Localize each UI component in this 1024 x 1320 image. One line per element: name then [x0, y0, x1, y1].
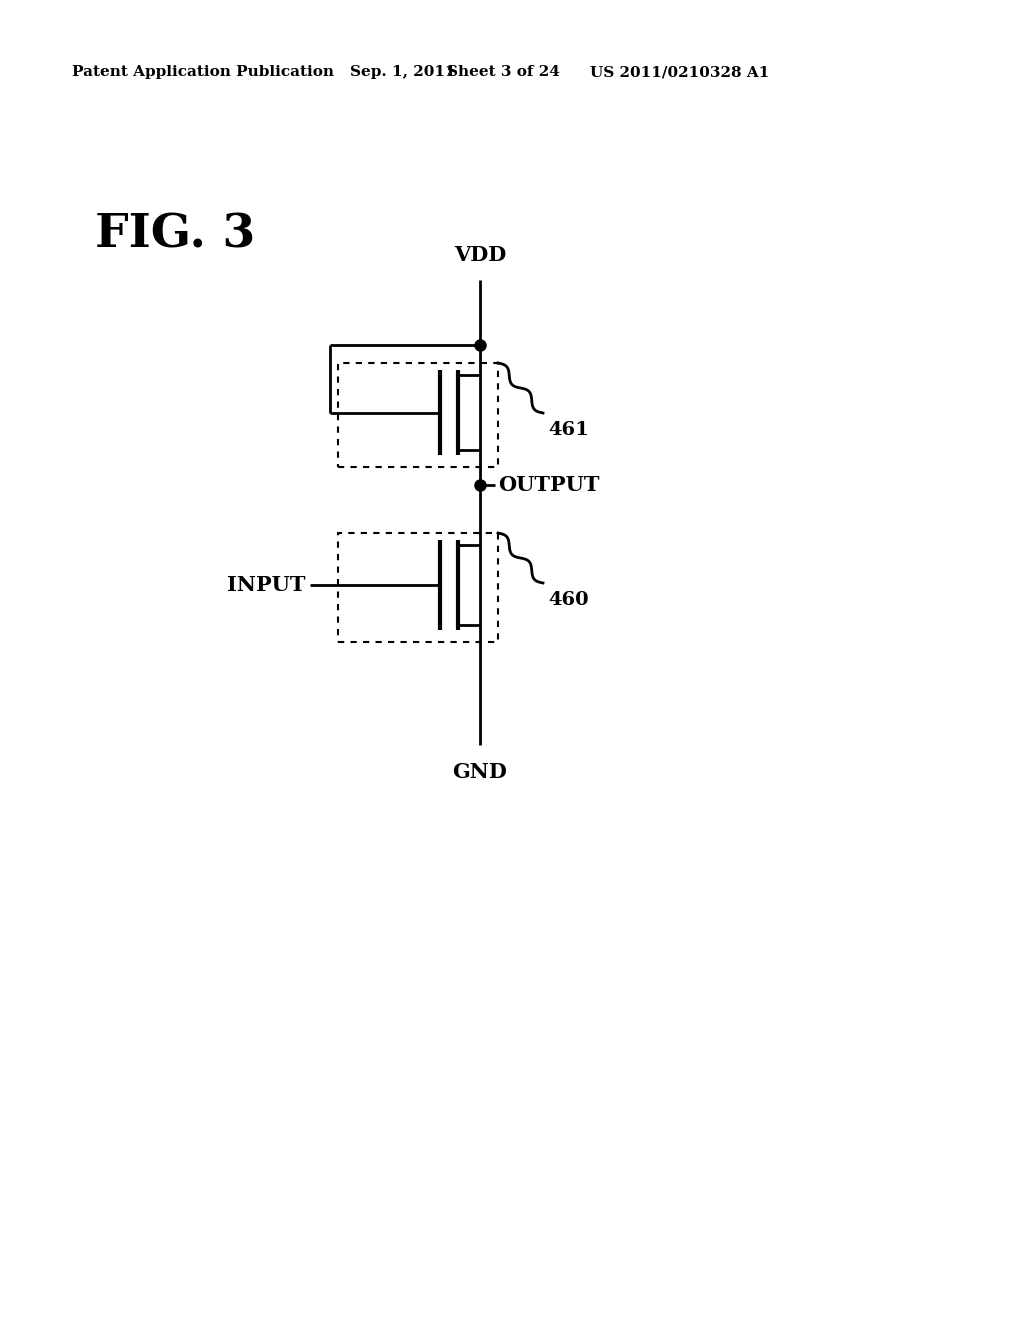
Text: FIG. 3: FIG. 3	[95, 213, 255, 257]
Text: INPUT: INPUT	[226, 576, 305, 595]
Text: 461: 461	[548, 421, 589, 440]
Text: Sep. 1, 2011: Sep. 1, 2011	[350, 65, 456, 79]
Text: 460: 460	[548, 591, 589, 609]
Text: GND: GND	[453, 762, 508, 781]
Bar	[338, 533, 498, 642]
Bar	[338, 363, 498, 467]
Text: OUTPUT: OUTPUT	[498, 475, 599, 495]
Text: US 2011/0210328 A1: US 2011/0210328 A1	[590, 65, 769, 79]
Text: Patent Application Publication: Patent Application Publication	[72, 65, 334, 79]
Text: Sheet 3 of 24: Sheet 3 of 24	[447, 65, 560, 79]
Text: VDD: VDD	[454, 246, 506, 265]
